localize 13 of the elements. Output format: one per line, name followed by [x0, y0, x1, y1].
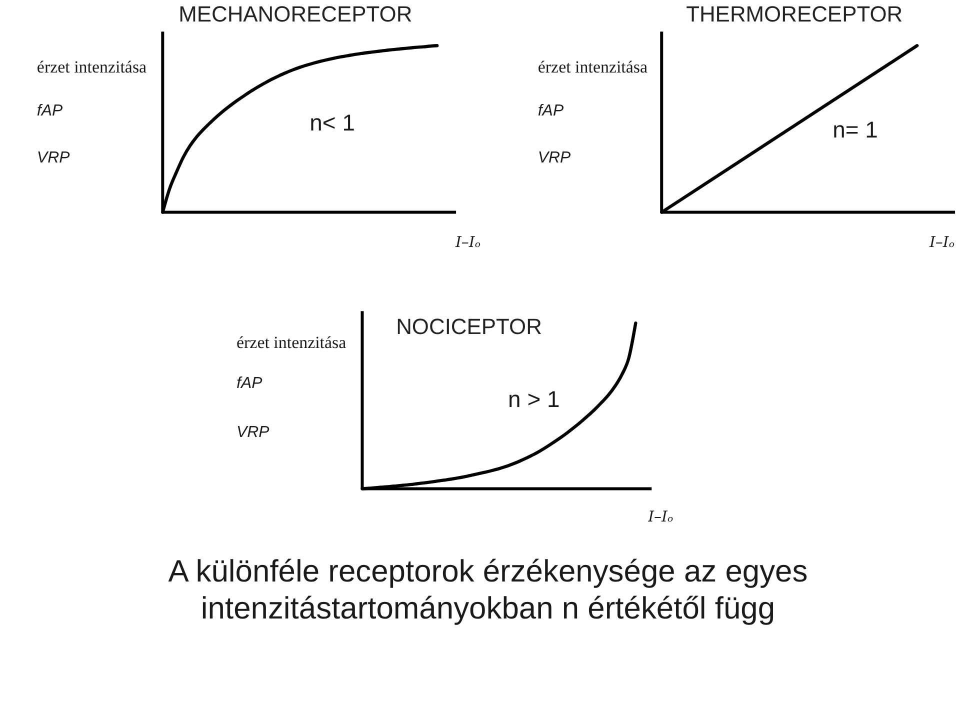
annotation: n< 1: [310, 109, 355, 136]
annotation: n > 1: [508, 386, 560, 412]
text: érzet intenzitása fAP VRP: [236, 333, 346, 441]
text: érzet intenzitása fAP VRP: [538, 58, 648, 166]
annotation: n= 1: [832, 116, 878, 142]
text: A különféle receptorok érzékenysége az egyes intenzitástartományokban n értékétől függ: [168, 554, 808, 626]
chart-title: NOCICEPTOR: [396, 314, 542, 340]
chart-title: THERMORECEPTOR: [686, 2, 903, 27]
x-axis-title: I–Iₒ: [928, 233, 955, 252]
x-axis-title: I–Iₒ: [454, 233, 481, 252]
chart-title: MECHANORECEPTOR: [178, 2, 412, 27]
text: érzet intenzitása fAP VRP: [36, 58, 147, 166]
x-axis-title: I–Iₒ: [647, 508, 674, 526]
